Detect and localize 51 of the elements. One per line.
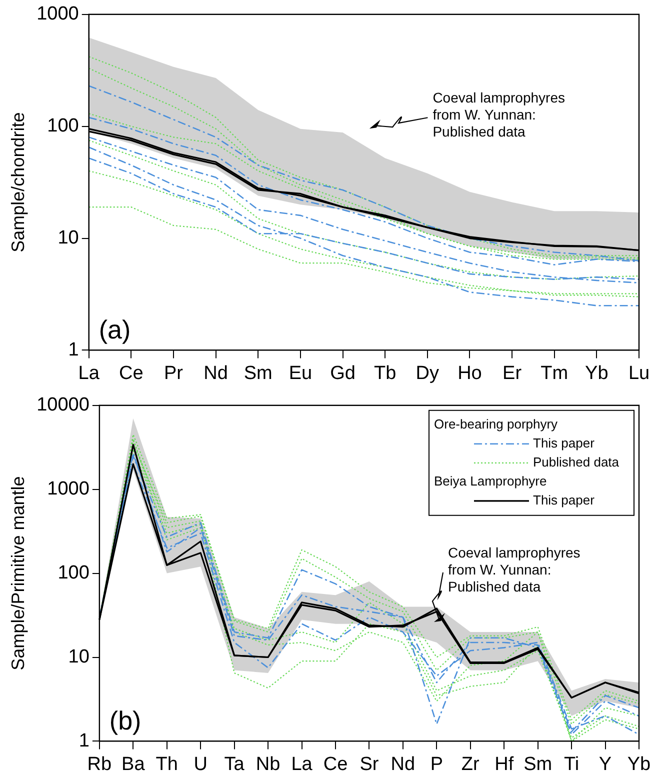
y-tick-label: 10: [68, 646, 90, 668]
x-tick-label: Th: [156, 754, 178, 775]
x-tick-label: La: [291, 754, 313, 775]
x-tick-label: La: [78, 362, 100, 384]
x-tick-label: Nd: [390, 754, 416, 775]
x-tick-label: Nd: [204, 362, 228, 384]
y-tick-label: 100: [47, 116, 79, 137]
x-tick-label: Sm: [524, 754, 552, 775]
y-tick-label: 10: [58, 228, 79, 248]
y-axis-title: Sample/chondrite: [8, 112, 28, 252]
x-tick-label: Ce: [119, 362, 144, 384]
x-tick-label: Y: [598, 754, 612, 775]
y-tick-label: 100: [58, 562, 90, 584]
x-tick-label: P: [430, 754, 444, 775]
x-tick-label: Dy: [416, 362, 440, 384]
annotation: Beiya Lamprophyre: [434, 473, 547, 488]
y-tick-label: 10000: [36, 394, 90, 416]
x-tick-label: Tb: [374, 362, 396, 384]
x-tick-label: Ba: [122, 754, 146, 775]
annotation: Ore-bearing porphyry: [434, 416, 558, 432]
y-tick-label: 1: [78, 730, 90, 752]
y-tick-label: 1000: [47, 478, 90, 500]
x-tick-label: Sr: [360, 754, 380, 775]
x-tick-label: Eu: [288, 362, 312, 384]
legend-label: This paper: [533, 435, 596, 450]
x-tick-label: Ti: [564, 754, 580, 775]
y-axis-title: Sample/Primitive mantle: [8, 476, 28, 670]
x-tick-label: Sm: [244, 362, 272, 384]
x-tick-label: Ce: [323, 754, 348, 775]
annotation: Coeval lamprophyres from W. Yunnan: Published data: [448, 544, 580, 594]
legend-label: This paper: [533, 492, 596, 508]
annotation: (a): [98, 314, 131, 344]
y-tick-label: 1000: [36, 4, 79, 25]
y-tick-label: 1: [68, 339, 79, 360]
x-tick-label: Pr: [164, 362, 184, 384]
x-tick-label: Ta: [224, 754, 245, 775]
x-tick-label: Ho: [458, 362, 482, 384]
legend-label: Published data: [533, 454, 620, 470]
x-tick-label: Yb: [627, 754, 651, 775]
x-tick-label: Yb: [585, 362, 608, 384]
x-tick-label: Hf: [494, 754, 514, 775]
x-tick-label: Gd: [330, 362, 356, 384]
annotation: (b): [109, 705, 142, 736]
x-tick-label: Er: [502, 362, 522, 384]
annotation: Coeval lamprophyres from W. Yunnan: Published data: [432, 89, 565, 140]
x-tick-label: U: [194, 754, 208, 775]
x-tick-label: Zr: [461, 754, 480, 775]
x-tick-label: Tm: [540, 362, 568, 384]
x-tick-label: Lu: [628, 362, 650, 384]
x-tick-label: Nb: [256, 754, 280, 775]
x-tick-label: Rb: [87, 754, 112, 775]
